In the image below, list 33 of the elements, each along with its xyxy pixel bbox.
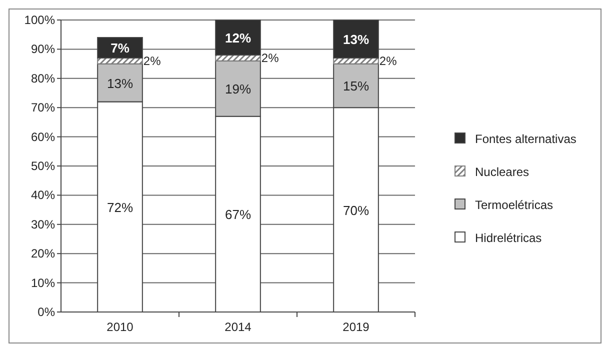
- data-label: 13%: [342, 32, 370, 47]
- legend-label: Nucleares: [475, 165, 530, 179]
- data-label: 72%: [106, 200, 134, 215]
- bar: [97, 37, 143, 58]
- y-tick-label: 80%: [30, 71, 56, 86]
- data-label: 7%: [110, 40, 130, 56]
- y-tick-label: 0%: [38, 305, 56, 319]
- x-tick-label: 2010: [106, 320, 134, 334]
- y-tick-label: 90%: [30, 42, 56, 56]
- data-label: 67%: [224, 207, 252, 222]
- bar: [215, 20, 261, 56]
- legend-label: Termoelétricas: [475, 198, 554, 212]
- data-label: 19%: [224, 82, 252, 97]
- data-label: 15%: [342, 78, 370, 94]
- y-tick-label: 100%: [24, 13, 56, 27]
- legend-label: Hidrelétricas: [475, 231, 542, 245]
- data-label: 13%: [106, 76, 134, 91]
- legend-label: Fontes alternativas: [475, 132, 576, 146]
- y-tick-label: 20%: [30, 246, 56, 261]
- y-tick-label: 10%: [30, 276, 56, 290]
- data-label: 2%: [379, 54, 398, 68]
- y-tick-label: 60%: [30, 130, 56, 144]
- y-tick-label: 70%: [30, 100, 56, 115]
- data-label: 2%: [261, 50, 280, 65]
- x-tick-label: 2014: [224, 320, 252, 334]
- data-label: 2%: [143, 54, 162, 68]
- x-tick-label: 2019: [342, 320, 370, 334]
- y-tick-label: 50%: [30, 159, 56, 173]
- y-tick-label: 40%: [30, 188, 56, 202]
- bar: [333, 20, 379, 58]
- data-label: 12%: [224, 30, 252, 46]
- data-label: 70%: [342, 202, 370, 218]
- y-tick-label: 30%: [30, 217, 56, 232]
